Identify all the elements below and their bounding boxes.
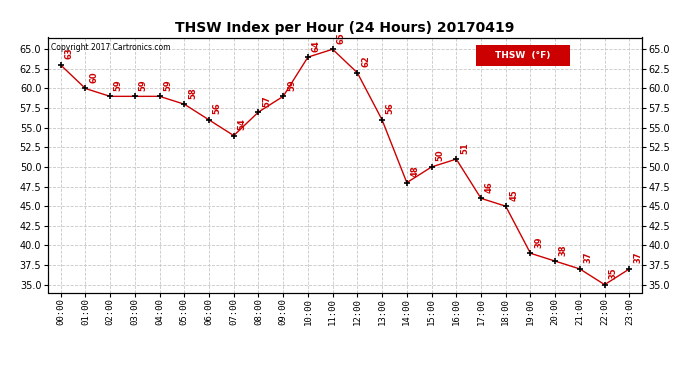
- Text: 48: 48: [411, 165, 420, 177]
- Text: 59: 59: [287, 79, 296, 91]
- Text: 56: 56: [213, 103, 221, 114]
- Text: 38: 38: [559, 244, 568, 256]
- Text: Copyright 2017 Cartronics.com: Copyright 2017 Cartronics.com: [51, 43, 170, 52]
- Text: 58: 58: [188, 87, 197, 99]
- Text: 59: 59: [164, 79, 172, 91]
- Text: 63: 63: [64, 48, 73, 60]
- Text: 62: 62: [361, 56, 370, 68]
- Text: 56: 56: [386, 103, 395, 114]
- Text: 37: 37: [633, 252, 642, 264]
- Text: 65: 65: [336, 32, 346, 44]
- Text: 35: 35: [609, 267, 618, 279]
- Text: 54: 54: [237, 118, 246, 130]
- Text: 60: 60: [89, 71, 98, 83]
- Text: 59: 59: [139, 79, 148, 91]
- Text: 39: 39: [534, 236, 543, 248]
- Text: 59: 59: [114, 79, 123, 91]
- Text: 51: 51: [460, 142, 469, 154]
- Text: 57: 57: [262, 95, 271, 106]
- Text: 45: 45: [509, 189, 518, 201]
- Title: THSW Index per Hour (24 Hours) 20170419: THSW Index per Hour (24 Hours) 20170419: [175, 21, 515, 35]
- Text: 64: 64: [312, 40, 321, 52]
- Text: 46: 46: [484, 181, 494, 193]
- Text: 50: 50: [435, 150, 444, 162]
- Text: 37: 37: [584, 252, 593, 264]
